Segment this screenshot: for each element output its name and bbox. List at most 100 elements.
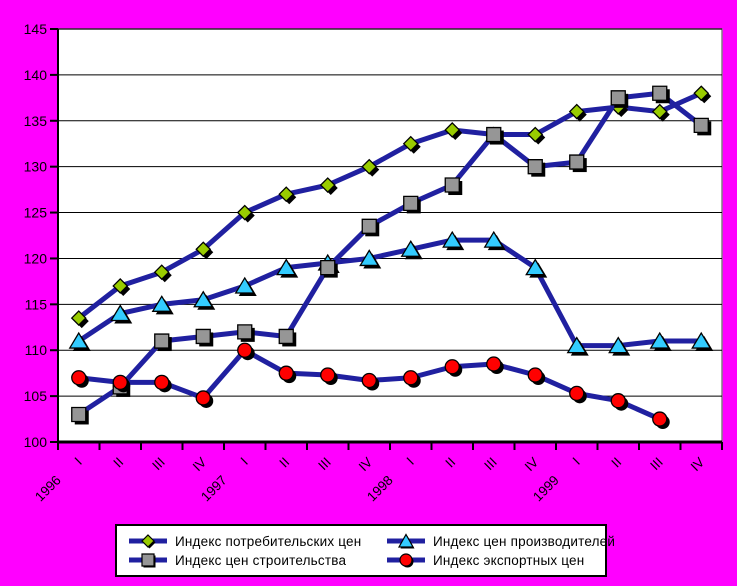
y-axis-tick-label: 100: [24, 434, 48, 450]
circle-data-point: [278, 365, 294, 381]
x-axis-tick-label: III: [647, 455, 666, 474]
triangle-data-point: [608, 336, 629, 354]
legend-box[interactable]: Индекс потребительских цен Индекс цен пр…: [115, 524, 615, 577]
triangle-data-point: [691, 331, 712, 349]
legend-label: Индекс цен строительства: [175, 552, 347, 568]
x-axis-tick-label: III: [149, 455, 168, 474]
square-data-point: [652, 85, 668, 101]
square-data-point: [693, 117, 709, 134]
circle-data-point: [486, 356, 502, 372]
square-data-point: [403, 195, 419, 212]
square-data-point: [569, 154, 585, 170]
y-axis-tick-label: 140: [24, 67, 48, 83]
series-line: [76, 90, 704, 321]
diamond-data-point: [651, 103, 668, 120]
circle-data-point: [154, 374, 170, 390]
legend-item-export-price-index: Индекс экспортных цен: [386, 552, 615, 568]
x-axis-year-label: 1999: [530, 473, 562, 505]
x-axis-tick-label: II: [110, 455, 126, 471]
circle-data-point: [403, 370, 419, 386]
circle-marker-icon: [387, 553, 425, 568]
diamond-data-point: [236, 204, 253, 221]
triangle-data-point: [400, 240, 421, 257]
y-axis-tick-label: 130: [24, 159, 48, 175]
diamond-data-point: [70, 310, 87, 327]
x-axis-tick-label: I: [72, 455, 85, 468]
square-data-point: [195, 328, 211, 345]
circle-data-point: [361, 372, 377, 389]
legend-item-construction-price-index: Индекс цен строительства: [128, 552, 386, 568]
triangle-data-point: [359, 249, 380, 267]
series-triangle: [68, 230, 714, 356]
triangle-data-point: [193, 290, 214, 308]
diamond-marker-icon: [129, 534, 167, 549]
y-axis-tick-label: 105: [24, 388, 48, 404]
diamond-data-point: [568, 103, 585, 120]
x-axis-year-label: 1998: [364, 473, 396, 505]
x-axis-tick-label: I: [570, 455, 583, 468]
triangle-data-point: [68, 331, 89, 349]
square-data-point: [610, 90, 626, 106]
x-axis-tick-label: III: [315, 455, 334, 474]
series-circle: [71, 342, 670, 430]
x-axis-tick-label: IV: [190, 455, 210, 475]
x-axis-tick-label: IV: [522, 455, 542, 475]
triangle-data-point: [525, 258, 546, 276]
x-axis-tick-label: III: [481, 455, 500, 474]
triangle-data-point: [276, 258, 297, 276]
triangle-data-point: [151, 295, 172, 312]
triangle-data-point: [234, 276, 255, 294]
square-data-point: [278, 328, 294, 345]
triangle-data-point: [566, 336, 587, 354]
diamond-data-point: [402, 135, 419, 152]
y-axis-tick-label: 120: [24, 250, 48, 266]
circle-data-point: [444, 359, 460, 375]
triangle-data-point: [483, 230, 504, 248]
y-axis-tick-label: 110: [25, 342, 48, 358]
diamond-data-point: [112, 278, 129, 294]
diamond-data-point: [195, 241, 212, 258]
diamond-data-point: [527, 126, 544, 143]
circle-data-point: [527, 367, 543, 383]
circle-data-point: [237, 342, 253, 358]
x-axis-tick-label: IV: [356, 455, 376, 475]
legend-item-consumer-price-index: Индекс потребительских цен: [128, 533, 386, 549]
diamond-data-point: [444, 122, 461, 138]
x-axis-year-label: 1996: [32, 473, 64, 505]
square-data-point: [444, 177, 460, 193]
diamond-data-point: [693, 85, 710, 102]
x-axis-year-label: 1997: [198, 473, 230, 505]
circle-data-point: [71, 370, 87, 386]
square-data-point: [154, 333, 170, 349]
x-axis-tick-label: II: [442, 455, 458, 471]
y-axis-tick-label: 145: [24, 21, 48, 37]
x-axis-tick-label: II: [608, 455, 624, 471]
circle-data-point: [195, 390, 211, 406]
square-data-point: [320, 259, 336, 276]
legend-item-producer-price-index: Индекс цен производителей: [386, 533, 615, 549]
triangle-data-point: [442, 230, 463, 248]
legend-label: Индекс экспортных цен: [433, 552, 585, 568]
square-data-point: [527, 159, 543, 175]
triangle-marker-icon: [387, 533, 425, 549]
x-axis-tick-label: IV: [688, 455, 708, 475]
triangle-data-point: [110, 304, 131, 322]
series-square: [71, 85, 712, 425]
diamond-data-point: [319, 177, 336, 193]
diamond-data-point: [278, 186, 295, 203]
x-axis-tick-label: I: [238, 455, 251, 468]
series-line: [76, 237, 704, 349]
square-data-point: [71, 406, 87, 423]
square-data-point: [361, 218, 377, 234]
circle-data-point: [569, 385, 585, 401]
series-line: [76, 90, 704, 417]
y-axis-tick-label: 135: [24, 113, 48, 129]
circle-data-point: [320, 367, 336, 383]
legend-label: Индекс потребительских цен: [175, 533, 362, 549]
square-marker-icon: [129, 553, 167, 568]
triangle-data-point: [649, 331, 670, 349]
legend-label: Индекс цен производителей: [433, 533, 616, 549]
circle-data-point: [610, 393, 626, 409]
